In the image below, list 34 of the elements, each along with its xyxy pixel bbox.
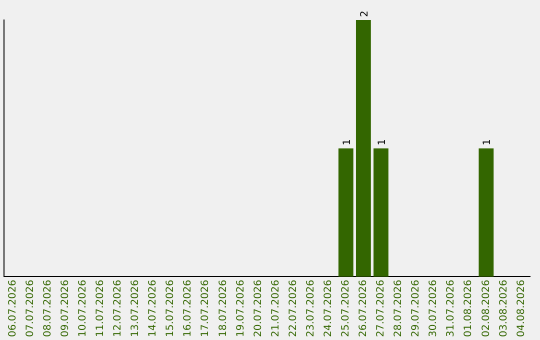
x-tick-label: 04.08.2026 [516,280,527,338]
x-tick-label: 19.07.2026 [235,280,246,338]
data-label: 1 [376,138,388,146]
x-tick-label: 08.07.2026 [42,280,54,338]
x-tick-label: 02.08.2026 [480,280,492,338]
x-tick-label: 11.07.2026 [95,280,106,338]
x-tick-label: 01.08.2026 [463,280,474,338]
x-tick-label: 17.07.2026 [200,280,212,338]
x-tick-label: 12.07.2026 [112,280,124,338]
x-tick-label: 23.07.2026 [305,280,316,338]
data-label: 2 [359,10,370,17]
x-tick-label: 16.07.2026 [182,280,194,338]
x-tick-label: 31.07.2026 [446,280,457,338]
x-tick-label: 06.07.2026 [7,280,18,338]
x-tick-label: 22.07.2026 [288,280,299,338]
x-tick-label: 09.07.2026 [60,280,71,338]
x-tick-label: 27.07.2026 [376,280,387,338]
x-tick-label: 07.07.2026 [24,280,36,338]
x-tick-label: 03.08.2026 [498,280,510,338]
x-tick-label: 25.07.2026 [340,280,352,338]
x-tick-label: 13.07.2026 [130,280,142,338]
x-tick-label: 21.07.2026 [270,280,282,338]
x-tick-label: 29.07.2026 [410,280,422,338]
data-label: 1 [342,138,353,146]
x-tick-label: 28.07.2026 [393,280,404,338]
x-tick-label: 15.07.2026 [165,280,176,338]
x-tick-label: 18.07.2026 [218,280,229,338]
x-tick-label: 30.07.2026 [428,280,440,338]
data-label: 1 [482,138,494,146]
x-tick-label: 26.07.2026 [358,280,370,338]
x-tick-label: 20.07.2026 [252,280,264,338]
x-tick-label: 24.07.2026 [322,280,334,338]
x-tick-label: 14.07.2026 [148,280,159,338]
x-tick-label: 10.07.2026 [77,280,88,338]
